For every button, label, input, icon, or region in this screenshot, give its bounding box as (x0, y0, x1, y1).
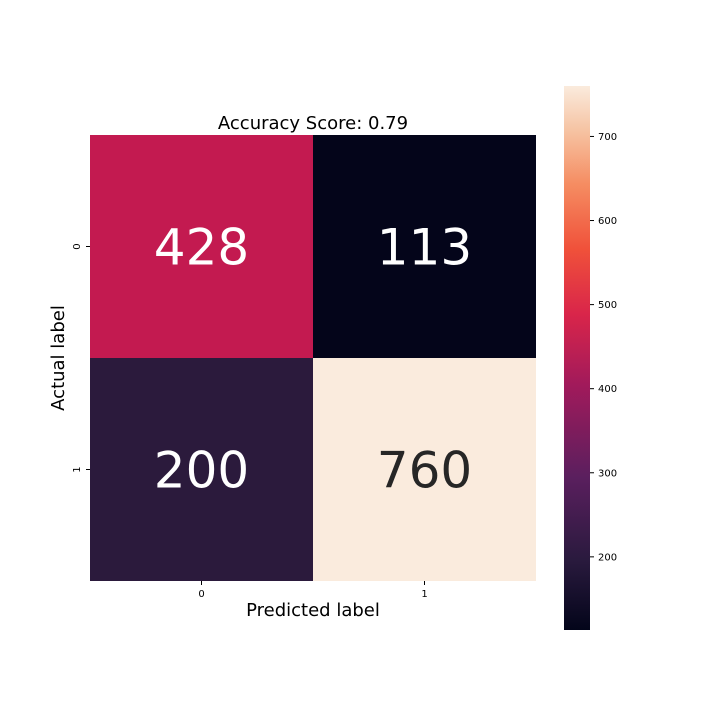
colorbar-tick-label: 500 (598, 300, 617, 311)
colorbar-tick-label: 600 (598, 216, 617, 227)
x-tick-label: 1 (421, 589, 427, 600)
y-axis-ticks: 01 (72, 243, 90, 473)
chart-title: Accuracy Score: 0.79 (218, 113, 408, 134)
colorbar-tick-label: 200 (598, 552, 617, 563)
heatmap-cell (313, 135, 536, 358)
heatmap-cells: 428 113 200 760 (90, 135, 536, 581)
cell-value-label: 113 (377, 219, 472, 277)
colorbar-tick-label: 300 (598, 468, 617, 479)
cell-value-label: 200 (154, 442, 249, 500)
colorbar-ticks: 200 300 400 500 600 700 (590, 132, 617, 563)
cell-value-label: 760 (377, 442, 472, 500)
heatmap-cell (90, 358, 313, 581)
colorbar (564, 86, 590, 630)
heatmap-cell (90, 135, 313, 358)
y-tick-label: 0 (72, 243, 83, 249)
heatmap-cell (313, 358, 536, 581)
y-axis-label: Actual label (48, 305, 69, 411)
colorbar-tick-label: 400 (598, 384, 617, 395)
cell-value-label: 428 (154, 219, 249, 277)
x-axis-label: Predicted label (246, 600, 380, 621)
colorbar-tick-label: 700 (598, 132, 617, 143)
x-tick-label: 0 (198, 589, 204, 600)
y-tick-label: 1 (72, 466, 83, 472)
